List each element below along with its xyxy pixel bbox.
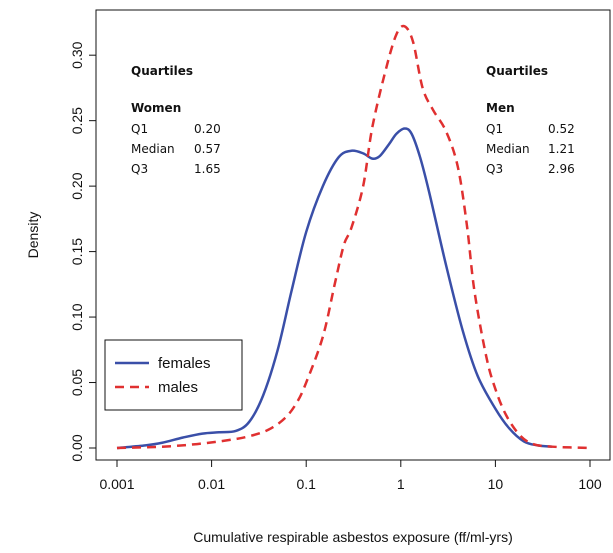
x-axis-label: Cumulative respirable asbestos exposure … [193, 529, 513, 545]
women-quartiles-annotation: Quartiles Women Q1 0.20 Median 0.57 Q3 1… [131, 64, 221, 176]
men-q3-value: 2.96 [548, 162, 575, 176]
legend-label-females: females [158, 355, 211, 372]
women-group-label: Women [131, 101, 181, 115]
men-q3-label: Q3 [486, 162, 503, 176]
women-q3-label: Q3 [131, 162, 148, 176]
legend-label-males: males [158, 379, 198, 396]
y-tick-label: 0.00 [69, 434, 85, 461]
y-tick-label: 0.25 [69, 107, 85, 134]
series-line-males [116, 24, 591, 450]
y-axis: 0.00 0.05 0.10 0.15 0.20 0.25 0.30 [69, 41, 97, 462]
x-tick-label: 10 [488, 476, 504, 492]
men-median-label: Median [486, 142, 530, 156]
women-q1-value: 0.20 [194, 122, 221, 136]
men-quartiles-annotation: Quartiles Men Q1 0.52 Median 1.21 Q3 2.9… [486, 64, 575, 176]
series-layer [116, 24, 591, 450]
x-tick-label: 0.001 [99, 476, 134, 492]
y-tick-label: 0.15 [69, 238, 85, 265]
y-tick-label: 0.10 [69, 303, 85, 330]
y-tick-label: 0.20 [69, 172, 85, 199]
men-quartiles-heading: Quartiles [486, 64, 548, 78]
x-tick-label: 100 [578, 476, 602, 492]
women-q1-label: Q1 [131, 122, 148, 136]
women-q3-value: 1.65 [194, 162, 221, 176]
women-quartiles-heading: Quartiles [131, 64, 193, 78]
y-tick-label: 0.05 [69, 369, 85, 396]
y-axis-label: Density [25, 212, 41, 259]
men-q1-label: Q1 [486, 122, 503, 136]
men-median-value: 1.21 [548, 142, 575, 156]
x-tick-label: 0.01 [198, 476, 225, 492]
x-tick-label: 0.1 [296, 476, 316, 492]
legend-box [104, 339, 243, 411]
x-tick-label: 1 [397, 476, 405, 492]
series-line-females [116, 127, 553, 450]
legend: females males [104, 339, 243, 411]
men-group-label: Men [486, 101, 515, 115]
women-median-value: 0.57 [194, 142, 221, 156]
women-median-label: Median [131, 142, 175, 156]
y-tick-label: 0.30 [69, 41, 85, 68]
men-q1-value: 0.52 [548, 122, 575, 136]
x-axis: 0.001 0.01 0.1 1 10 100 [99, 459, 602, 492]
